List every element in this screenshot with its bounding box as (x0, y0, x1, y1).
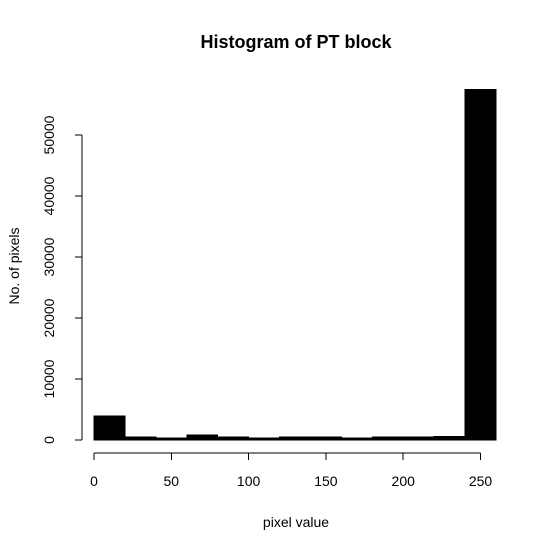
x-tick-label-5: 250 (469, 473, 493, 489)
histogram-bar-6 (279, 436, 311, 441)
x-axis-label: pixel value (263, 514, 329, 530)
chart-title: Histogram of PT block (200, 32, 392, 52)
histogram-bar-4 (217, 436, 250, 441)
histogram-bar-10 (402, 436, 435, 441)
y-tick-label-4: 40000 (41, 176, 57, 215)
x-tick-label-3: 150 (314, 473, 338, 489)
histogram-bar-11 (433, 435, 466, 441)
y-tick-label-2: 20000 (41, 298, 57, 337)
histogram-bar-3 (186, 434, 219, 441)
histogram-bar-9 (371, 436, 404, 441)
bars-layer (93, 88, 497, 441)
x-tick-label-1: 50 (164, 473, 180, 489)
y-tick-label-5: 50000 (41, 115, 57, 154)
histogram-bar-2 (155, 437, 188, 441)
histogram-bar-8 (340, 437, 373, 441)
x-tick-label-2: 100 (237, 473, 261, 489)
histogram-bar-0 (93, 415, 126, 441)
histogram-bar-1 (124, 436, 157, 441)
x-tick-label-4: 200 (392, 473, 416, 489)
y-axis: 0 10000 20000 30000 40000 50000 (41, 115, 83, 444)
y-axis-label: No. of pixels (6, 227, 22, 304)
x-tick-label-0: 0 (90, 473, 98, 489)
histogram-bar-12 (464, 88, 497, 441)
y-tick-label-3: 30000 (41, 237, 57, 276)
x-axis: 0 50 100 150 200 250 (90, 452, 493, 489)
histogram-bar-7 (309, 436, 342, 441)
histogram-bar-5 (248, 437, 281, 441)
y-tick-label-0: 0 (41, 436, 57, 444)
y-tick-label-1: 10000 (41, 359, 57, 398)
